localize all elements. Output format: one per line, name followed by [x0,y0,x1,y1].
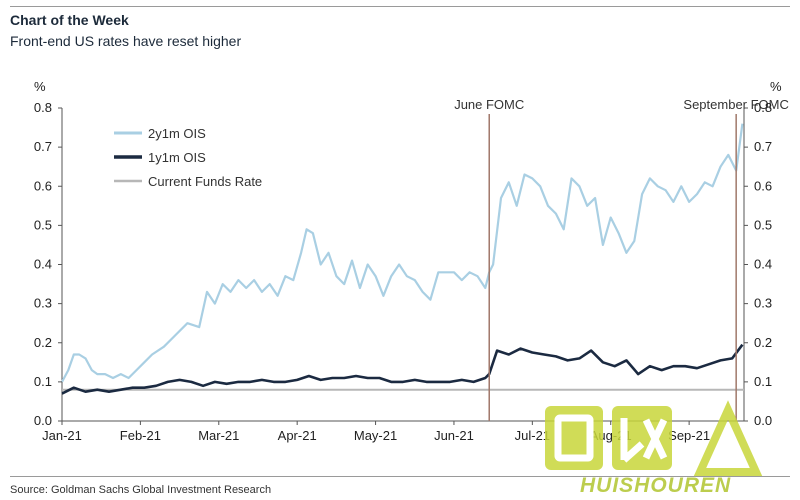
watermark-text: HUISHOUREN [580,474,732,497]
y-tick-label-left: 0.5 [34,217,52,232]
y-tick-label-right: 0.5 [754,217,772,232]
legend-item-2y1m-label: 2y1m OIS [148,126,206,141]
y-tick-label-right: 0.6 [754,178,772,193]
y-tick-label-left: 0.4 [34,257,52,272]
fomc-label: September FOMC [683,97,788,112]
series-line-1y1m [61,343,744,395]
source-note: Source: Goldman Sachs Global Investment … [10,484,272,496]
y-unit-label-right: % [770,79,782,94]
x-tick-label: Sep-21 [668,428,710,443]
legend-item-funds-rate-label: Current Funds Rate [148,174,262,189]
x-tick-label: Feb-21 [120,428,161,443]
y-tick-label-right: 0.3 [754,296,772,311]
y-tick-label-right: 0.4 [754,257,772,272]
y-tick-label-left: 0.6 [34,178,52,193]
chart-title: Chart of the Week [10,12,129,28]
y-tick-label-left: 0.8 [34,100,52,115]
chart-subtitle: Front-end US rates have reset higher [10,33,242,49]
watermark-logo [545,400,763,476]
x-tick-label: Apr-21 [278,428,317,443]
y-tick-label-right: 0.8 [754,100,772,115]
series-line-2y1m [61,123,744,383]
x-tick-label: Jul-21 [515,428,550,443]
fomc-annotations: June FOMC September FOMC [454,97,789,421]
y-tick-label-left: 0.0 [34,413,52,428]
legend: 2y1m OIS 1y1m OIS Current Funds Rate [114,126,262,189]
y-tick-label-left: 0.1 [34,374,52,389]
line-chart: June FOMC September FOMC 0.0 0.0 0.1 0.1 0.2 0… [34,79,789,443]
y-tick-label-right: 0.2 [754,335,772,350]
y-tick-label-left: 0.3 [34,296,52,311]
bottom-rule [10,476,790,477]
x-tick-label: May-21 [354,428,397,443]
y-tick-label-right: 0.0 [754,413,772,428]
y-tick-label-left: 0.7 [34,139,52,154]
x-tick-label: Mar-21 [198,428,239,443]
top-rule [10,6,790,7]
x-tick-label: Jan-21 [42,428,82,443]
legend-item-1y1m-label: 1y1m OIS [148,150,206,165]
y-tick-label-right: 0.1 [754,374,772,389]
fomc-label: June FOMC [454,97,524,112]
series-lines [61,123,744,395]
y-tick-label-left: 0.2 [34,335,52,350]
y-unit-label-left: % [34,79,46,94]
y-tick-label-right: 0.7 [754,139,772,154]
x-tick-label: Jun-21 [434,428,474,443]
